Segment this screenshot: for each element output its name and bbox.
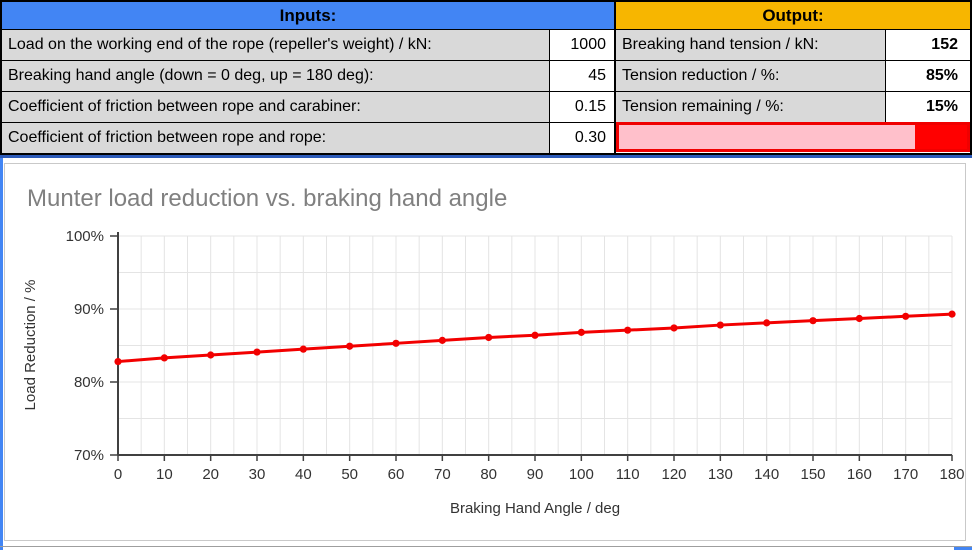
svg-text:100: 100 <box>569 466 594 483</box>
inputs-rows: Load on the working end of the rope (rep… <box>2 30 614 153</box>
input-row: Load on the working end of the rope (rep… <box>2 30 614 61</box>
svg-text:140: 140 <box>754 466 779 483</box>
munter-chart[interactable]: Munter load reduction vs. braking hand a… <box>4 163 966 541</box>
data-point-marker <box>531 331 539 339</box>
chart-series-line <box>114 310 956 366</box>
data-point-marker <box>624 326 632 334</box>
data-point-marker <box>392 339 400 347</box>
inputs-header: Inputs: <box>2 2 614 30</box>
output-row: Tension remaining / %: 15% <box>616 92 970 122</box>
svg-text:110: 110 <box>616 466 640 483</box>
data-point-marker <box>716 321 724 329</box>
svg-text:10: 10 <box>156 466 173 483</box>
output-row-value-cell: 85% <box>886 61 970 91</box>
svg-text:70%: 70% <box>74 447 104 464</box>
svg-text:120: 120 <box>661 466 686 483</box>
tension-remaining-bar <box>616 122 970 152</box>
data-point-marker <box>809 317 817 325</box>
chart-tick-labels: 0 10 20 30 40 50 60 70 80 90 100 110 120 130 140 150 160… <box>66 228 965 483</box>
input-row-value-cell[interactable]: 1000 <box>550 30 614 60</box>
data-point-marker <box>160 354 168 362</box>
data-point-marker <box>670 324 678 332</box>
output-row: Breaking hand tension / kN: 152 <box>616 30 970 61</box>
data-point-marker <box>902 312 910 320</box>
input-row-value-cell[interactable]: 0.30 <box>550 123 614 153</box>
svg-text:180: 180 <box>939 466 964 483</box>
left-edge-accent <box>0 158 3 550</box>
data-point-marker <box>948 310 956 318</box>
blue-divider-rule <box>0 155 972 158</box>
input-row: Coefficient of friction between rope and… <box>2 123 614 153</box>
output-row: Tension reduction / %: 85% <box>616 61 970 92</box>
svg-text:170: 170 <box>893 466 918 483</box>
output-row-value-cell: 152 <box>886 30 970 60</box>
data-point-marker <box>855 314 863 323</box>
bottom-edge-line <box>0 546 972 547</box>
svg-text:80%: 80% <box>74 374 104 391</box>
output-row-label: Tension remaining / %: <box>616 92 886 122</box>
svg-text:70: 70 <box>434 466 451 483</box>
data-point-marker <box>485 333 493 342</box>
data-point-marker <box>253 348 261 356</box>
x-axis-title: Braking Hand Angle / deg <box>450 500 620 517</box>
input-row-label: Coefficient of friction between rope and… <box>2 92 550 122</box>
output-header: Output: <box>616 2 970 30</box>
data-point-marker <box>438 336 446 344</box>
svg-text:90%: 90% <box>74 301 104 318</box>
tension-reduction-bar-fill <box>619 125 915 149</box>
data-point-marker <box>577 328 585 336</box>
spreadsheet-tables: Inputs: Load on the working end of the r… <box>0 0 972 155</box>
chart-gridlines <box>118 235 953 455</box>
data-point-marker <box>114 357 122 366</box>
svg-text:40: 40 <box>295 466 312 483</box>
output-row-label: Tension reduction / %: <box>616 61 886 91</box>
data-point-marker <box>763 319 771 327</box>
input-row-value-cell[interactable]: 45 <box>550 61 614 91</box>
chart-canvas: Munter load reduction vs. braking hand a… <box>22 185 965 517</box>
svg-text:60: 60 <box>388 466 405 483</box>
input-row-label: Coefficient of friction between rope and… <box>2 123 550 153</box>
output-row-value-cell: 15% <box>886 92 970 122</box>
svg-text:50: 50 <box>341 466 358 483</box>
svg-text:80: 80 <box>480 466 497 483</box>
data-point-marker <box>299 345 307 353</box>
svg-text:160: 160 <box>847 466 872 483</box>
svg-text:150: 150 <box>800 466 825 483</box>
output-rows: Breaking hand tension / kN: 152 Tension re… <box>616 30 970 122</box>
input-row: Breaking hand angle (down = 0 deg, up = … <box>2 61 614 92</box>
output-table: Output: Breaking hand tension / kN: 152 Te… <box>616 2 970 153</box>
svg-text:20: 20 <box>202 466 219 483</box>
input-row: Coefficient of friction between rope and… <box>2 92 614 123</box>
inputs-table: Inputs: Load on the working end of the r… <box>2 2 616 153</box>
chart-ticks <box>110 235 953 461</box>
input-row-value-cell[interactable]: 0.15 <box>550 92 614 122</box>
svg-text:100%: 100% <box>66 228 104 245</box>
output-row-label: Breaking hand tension / kN: <box>616 30 886 60</box>
input-row-label: Breaking hand angle (down = 0 deg, up = … <box>2 61 550 91</box>
chart-title: Munter load reduction vs. braking hand a… <box>27 185 507 212</box>
y-axis-title: Load Reduction / % <box>22 280 39 411</box>
svg-text:130: 130 <box>708 466 733 483</box>
input-row-label: Load on the working end of the rope (rep… <box>2 30 550 60</box>
svg-text:30: 30 <box>249 466 266 483</box>
data-point-marker <box>207 351 215 359</box>
corner-selection-handle[interactable] <box>954 547 972 550</box>
data-point-marker <box>346 342 354 350</box>
svg-text:90: 90 <box>527 466 544 483</box>
svg-text:0: 0 <box>114 466 122 483</box>
